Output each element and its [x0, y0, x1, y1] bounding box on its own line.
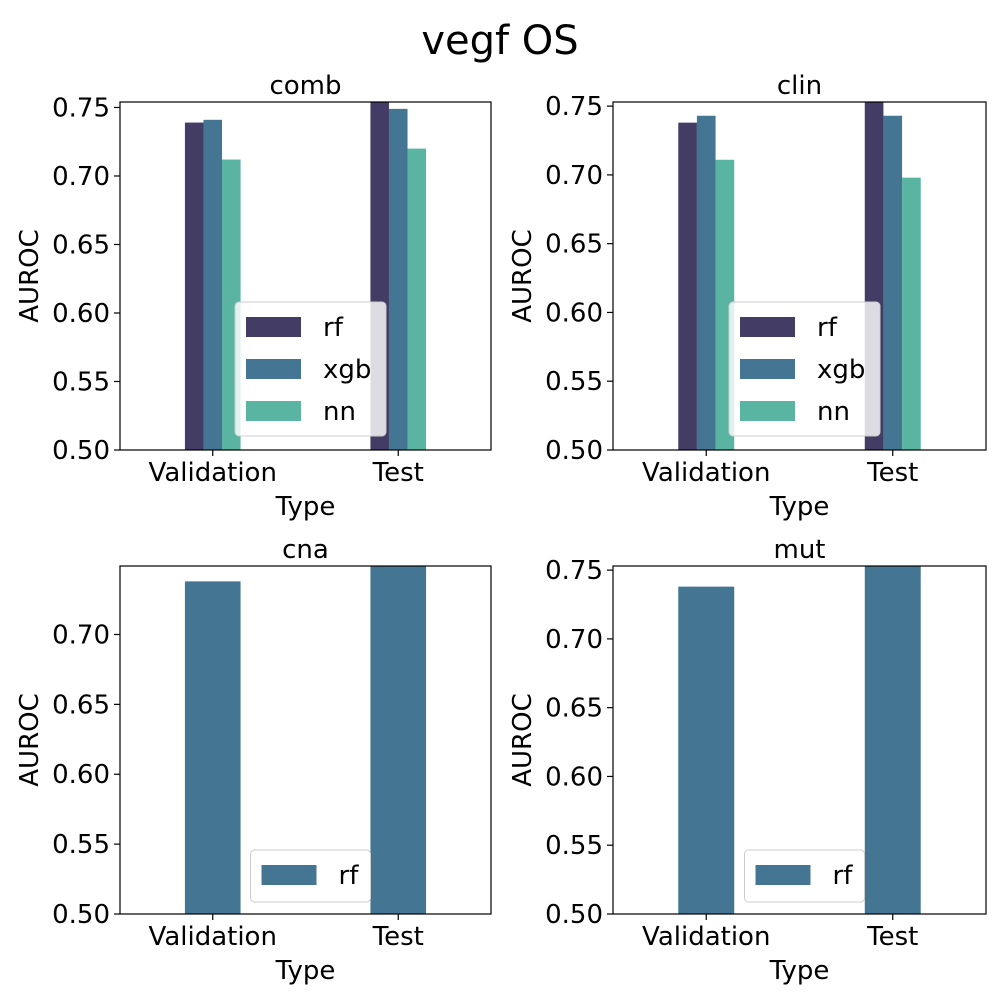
bar-rf-validation [678, 122, 697, 450]
chart-panel-cna: cna 0.50 0.55 0.60 0.65 0.70 Validation Test Typ… [15, 535, 492, 986]
legend-label-nn: nn [817, 397, 850, 427]
bar-rf-test [370, 566, 427, 914]
bar-xgb-test [883, 115, 903, 450]
y-tick-label: 0.50 [545, 900, 603, 930]
bar-rf-validation [678, 586, 735, 914]
y-tick-label: 0.55 [52, 830, 110, 860]
bar-rf-test [864, 566, 921, 914]
legend-swatch-rf [246, 317, 301, 337]
x-tick-label: Test [866, 922, 918, 952]
y-tick-label: 0.60 [52, 299, 110, 329]
bar-xgb-test [388, 108, 408, 450]
y-tick-label: 0.50 [52, 900, 110, 930]
x-axis-label: Type [275, 492, 336, 522]
legend-swatch-xgb [246, 359, 301, 379]
x-tick-label: Test [372, 922, 424, 952]
y-tick-label: 0.50 [545, 436, 603, 466]
y-tick-label: 0.60 [545, 762, 603, 792]
subplot-title: comb [269, 71, 341, 101]
y-tick-label: 0.75 [545, 556, 603, 586]
y-tick-label: 0.55 [545, 831, 603, 861]
bar-xgb-validation [203, 119, 223, 450]
legend-swatch-rf [261, 865, 317, 885]
legend-swatch-nn [740, 401, 795, 421]
legend-swatch-xgb [740, 359, 795, 379]
legend-label-nn: nn [323, 397, 356, 427]
y-tick-label: 0.70 [545, 625, 603, 655]
chart-panel-comb: comb 0.50 0.55 0.60 0.65 0.70 0.75 Validation Te… [15, 71, 492, 522]
y-axis-label: AUROC [508, 693, 538, 787]
y-axis-label: AUROC [508, 229, 538, 323]
bar-rf-validation [184, 581, 241, 914]
chart-panel-mut: mut 0.50 0.55 0.60 0.65 0.70 0.75 Validation Tes… [508, 535, 987, 986]
x-axis-label: Type [769, 956, 830, 986]
y-tick-label: 0.60 [52, 760, 110, 790]
legend-label-rf: rf [817, 313, 838, 343]
y-tick-label: 0.70 [545, 161, 603, 191]
y-tick-label: 0.50 [52, 436, 110, 466]
x-axis-label: Type [275, 956, 336, 986]
bar-nn-test [902, 177, 921, 451]
chart-panel-clin: clin 0.50 0.55 0.60 0.65 0.70 0.75 Validation Te… [508, 71, 987, 522]
y-tick-label: 0.55 [545, 367, 603, 397]
legend: rf xgb nn [728, 301, 881, 437]
y-tick-label: 0.65 [52, 230, 110, 260]
axes-frame [612, 565, 987, 915]
legend: rf [744, 849, 865, 903]
subplot-title: cna [282, 535, 329, 565]
legend-swatch-rf [755, 865, 811, 885]
axes-frame [119, 101, 492, 451]
subplot-title: clin [777, 71, 822, 101]
y-tick-label: 0.55 [52, 367, 110, 397]
y-tick-label: 0.65 [52, 690, 110, 720]
legend: rf xgb nn [234, 301, 387, 437]
y-tick-label: 0.70 [52, 162, 110, 192]
axes-frame [119, 565, 492, 915]
legend: rf [250, 849, 371, 903]
legend-label-xgb: xgb [817, 355, 865, 385]
subplot-title: mut [774, 535, 826, 565]
y-tick-label: 0.65 [545, 230, 603, 260]
y-axis-label: AUROC [15, 229, 45, 323]
legend-swatch-rf [740, 317, 795, 337]
x-axis-label: Type [769, 492, 830, 522]
y-axis-label: AUROC [15, 693, 45, 787]
y-tick-label: 0.70 [52, 620, 110, 650]
axes-frame [612, 101, 987, 451]
x-tick-label: Validation [642, 458, 770, 488]
bar-xgb-validation [696, 115, 716, 450]
legend-label-rf: rf [339, 861, 360, 891]
x-tick-label: Validation [149, 458, 277, 488]
legend-label-rf: rf [323, 313, 344, 343]
y-tick-label: 0.65 [545, 694, 603, 724]
legend-label-xgb: xgb [323, 355, 371, 385]
x-tick-label: Validation [149, 922, 277, 952]
x-tick-label: Test [372, 458, 424, 488]
bar-nn-test [407, 148, 427, 450]
legend-label-rf: rf [833, 861, 854, 891]
figure-title: vegf OS [421, 18, 578, 64]
legend-swatch-nn [246, 401, 301, 421]
bar-rf-validation [184, 122, 204, 450]
y-tick-label: 0.75 [52, 93, 110, 123]
x-tick-label: Validation [642, 922, 770, 952]
x-tick-label: Test [866, 458, 918, 488]
y-tick-label: 0.60 [545, 298, 603, 328]
y-tick-label: 0.75 [545, 92, 603, 122]
